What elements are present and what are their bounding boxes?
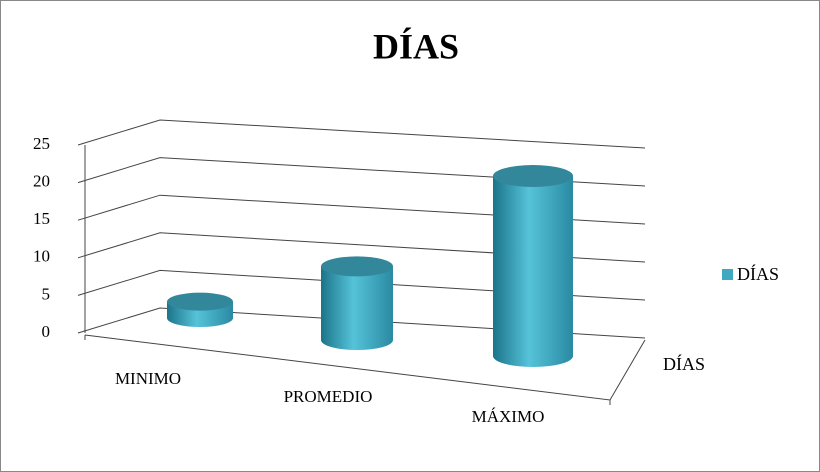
grid-line <box>77 232 646 263</box>
cylinder-top <box>321 256 393 277</box>
y-tick-label: 0 <box>42 322 51 341</box>
grid-line <box>77 307 646 339</box>
legend-swatch <box>722 269 733 280</box>
x-tick-label: PROMEDIO <box>284 387 373 406</box>
y-tick-label: 15 <box>33 209 50 228</box>
chart-title: DÍAS <box>373 26 459 66</box>
y-tick-label: 25 <box>33 134 50 153</box>
cylinder <box>321 256 393 350</box>
cylinder-body <box>321 266 393 350</box>
y-tick-label: 5 <box>42 284 51 303</box>
cylinder-top <box>493 165 573 187</box>
grid-line <box>77 194 646 225</box>
cylinder <box>167 292 233 327</box>
floor-edge <box>84 334 646 405</box>
grid-line <box>77 119 646 149</box>
y-tick-label: 10 <box>33 247 50 266</box>
cylinder-top <box>167 292 233 311</box>
grid-line <box>77 269 646 301</box>
cylinder <box>493 165 573 367</box>
y-tick-label: 20 <box>33 172 50 191</box>
legend-label: DÍAS <box>737 263 779 284</box>
cylinder-body <box>493 176 573 367</box>
x-tick-label: MÁXIMO <box>472 407 545 426</box>
depth-axis-label: DÍAS <box>663 353 705 374</box>
grid-line <box>77 157 646 187</box>
x-tick-label: MINIMO <box>115 369 181 388</box>
